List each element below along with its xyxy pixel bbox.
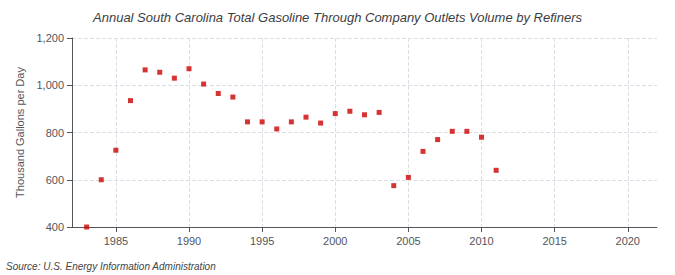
svg-text:1995: 1995 <box>250 235 274 247</box>
svg-text:800: 800 <box>46 127 64 139</box>
svg-text:400: 400 <box>46 221 64 233</box>
svg-text:1,200: 1,200 <box>36 32 64 44</box>
svg-text:Annual South Carolina Total Ga: Annual South Carolina Total Gasoline Thr… <box>92 10 582 25</box>
svg-text:2005: 2005 <box>396 235 420 247</box>
svg-text:600: 600 <box>46 174 64 186</box>
svg-text:2015: 2015 <box>542 235 566 247</box>
svg-text:1985: 1985 <box>104 235 128 247</box>
svg-text:Thousand Gallons per Day: Thousand Gallons per Day <box>14 67 26 198</box>
svg-text:1990: 1990 <box>177 235 201 247</box>
svg-text:2010: 2010 <box>469 235 493 247</box>
svg-text:2020: 2020 <box>616 235 640 247</box>
svg-text:2000: 2000 <box>323 235 347 247</box>
svg-text:Source: U.S. Energy Informatio: Source: U.S. Energy Information Administ… <box>6 261 216 272</box>
svg-text:1,000: 1,000 <box>36 79 64 91</box>
